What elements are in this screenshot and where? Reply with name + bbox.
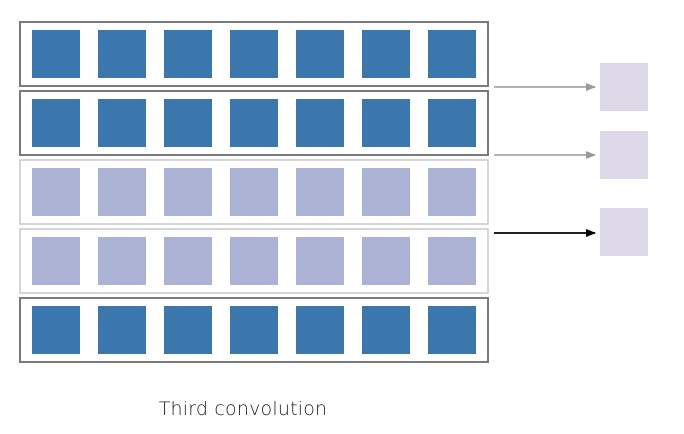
inactive-cell [98, 168, 146, 216]
output-cell [600, 63, 648, 111]
input-row [19, 297, 489, 363]
inactive-cell [428, 168, 476, 216]
active-cell [428, 306, 476, 354]
inactive-cell [362, 168, 410, 216]
active-cell [32, 99, 80, 147]
active-cell [164, 306, 212, 354]
inactive-cell [296, 237, 344, 285]
active-cell [230, 30, 278, 78]
inactive-cell [164, 168, 212, 216]
inactive-cell [32, 168, 80, 216]
active-cell [98, 30, 146, 78]
row-border [19, 159, 489, 225]
active-cell [428, 30, 476, 78]
active-cell [98, 99, 146, 147]
active-cell [32, 30, 80, 78]
inactive-cell [428, 237, 476, 285]
output-cell [600, 131, 648, 179]
active-cell [362, 30, 410, 78]
active-cell [164, 30, 212, 78]
row-border [19, 228, 489, 294]
active-cell [362, 306, 410, 354]
input-rows [19, 21, 489, 363]
arrows [494, 83, 596, 237]
inactive-cell [164, 237, 212, 285]
active-cell [164, 99, 212, 147]
output-cells [600, 63, 648, 256]
input-row [19, 159, 489, 225]
row-border [19, 90, 489, 156]
active-cell [428, 99, 476, 147]
active-cell [362, 99, 410, 147]
output-cell [600, 208, 648, 256]
inactive-cell [98, 237, 146, 285]
input-row [19, 228, 489, 294]
row-border [19, 297, 489, 363]
caption: Third convolution [158, 398, 328, 420]
input-row [19, 21, 489, 87]
row-border [19, 21, 489, 87]
active-cell [98, 306, 146, 354]
active-cell [296, 99, 344, 147]
inactive-cell [296, 168, 344, 216]
inactive-cell [230, 237, 278, 285]
active-cell [32, 306, 80, 354]
inactive-cell [230, 168, 278, 216]
active-cell [296, 30, 344, 78]
active-cell [296, 306, 344, 354]
active-cell [230, 306, 278, 354]
active-cell [230, 99, 278, 147]
input-row [19, 90, 489, 156]
inactive-cell [32, 237, 80, 285]
inactive-cell [362, 237, 410, 285]
